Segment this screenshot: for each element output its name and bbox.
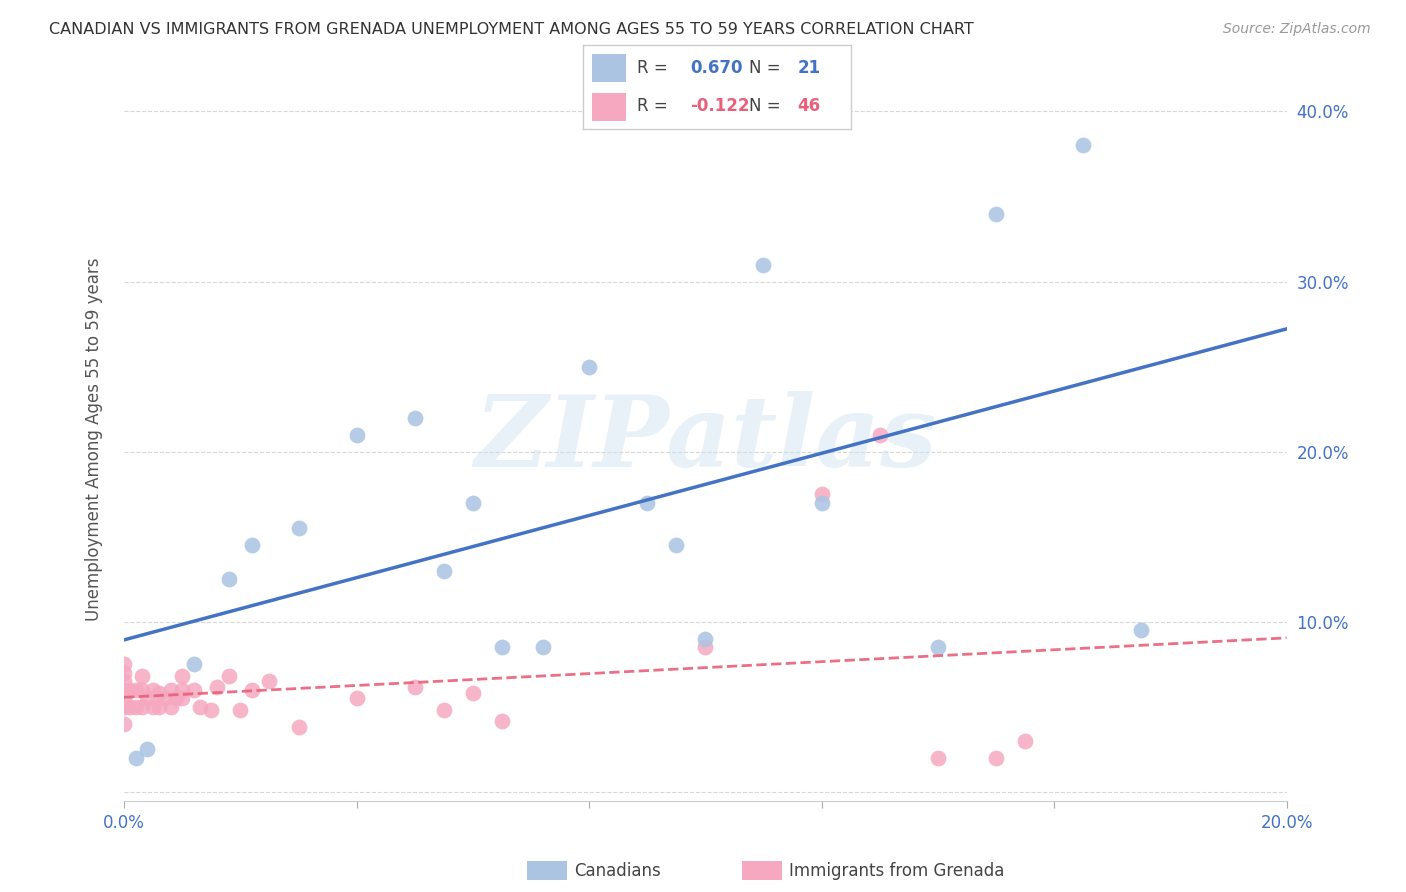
Point — [118, 700, 141, 714]
Point — [131, 669, 153, 683]
Point — [433, 564, 456, 578]
Point — [148, 700, 170, 714]
Point — [172, 669, 194, 683]
Point — [112, 682, 135, 697]
Point — [1130, 624, 1153, 638]
Point — [125, 682, 148, 697]
Point — [491, 714, 513, 728]
Point — [1071, 138, 1094, 153]
Text: Immigrants from Grenada: Immigrants from Grenada — [789, 862, 1004, 880]
Point — [259, 674, 281, 689]
Point — [112, 691, 135, 706]
Point — [125, 700, 148, 714]
Point — [172, 691, 194, 706]
Point — [118, 682, 141, 697]
Text: -0.122: -0.122 — [690, 96, 749, 114]
Text: Source: ZipAtlas.com: Source: ZipAtlas.com — [1223, 22, 1371, 37]
Point — [159, 682, 181, 697]
Text: 21: 21 — [797, 60, 820, 78]
Point — [183, 682, 205, 697]
Point — [869, 427, 891, 442]
Point — [183, 657, 205, 672]
FancyBboxPatch shape — [592, 54, 626, 82]
Text: CANADIAN VS IMMIGRANTS FROM GRENADA UNEMPLOYMENT AMONG AGES 55 TO 59 YEARS CORRE: CANADIAN VS IMMIGRANTS FROM GRENADA UNEM… — [49, 22, 974, 37]
Point — [695, 640, 717, 655]
Point — [205, 680, 228, 694]
Point — [229, 703, 252, 717]
Point — [125, 751, 148, 765]
Point — [112, 700, 135, 714]
Point — [136, 742, 159, 756]
Point — [404, 410, 426, 425]
Point — [112, 717, 135, 731]
Text: R =: R = — [637, 96, 673, 114]
Point — [461, 686, 484, 700]
Point — [188, 700, 211, 714]
Point — [131, 700, 153, 714]
Point — [218, 572, 240, 586]
Point — [927, 640, 949, 655]
Point — [984, 751, 1007, 765]
Point — [531, 640, 554, 655]
Point — [984, 206, 1007, 220]
Point — [636, 496, 658, 510]
Point — [752, 258, 775, 272]
Point — [491, 640, 513, 655]
Point — [112, 674, 135, 689]
Point — [404, 680, 426, 694]
Point — [287, 720, 309, 734]
Point — [927, 751, 949, 765]
Point — [142, 700, 165, 714]
Point — [153, 691, 176, 706]
Point — [578, 359, 600, 374]
Point — [112, 665, 135, 680]
Text: R =: R = — [637, 60, 673, 78]
Point — [240, 538, 263, 552]
Point — [165, 691, 187, 706]
Point — [665, 538, 688, 552]
Point — [1014, 734, 1036, 748]
Point — [112, 657, 135, 672]
Y-axis label: Unemployment Among Ages 55 to 59 years: Unemployment Among Ages 55 to 59 years — [86, 257, 103, 621]
Point — [461, 496, 484, 510]
Text: ZIPatlas: ZIPatlas — [474, 391, 936, 487]
Text: 46: 46 — [797, 96, 820, 114]
Point — [346, 691, 368, 706]
Text: 0.670: 0.670 — [690, 60, 742, 78]
Point — [810, 487, 832, 501]
Point — [159, 700, 181, 714]
Text: N =: N = — [749, 60, 786, 78]
Point — [346, 427, 368, 442]
Point — [142, 682, 165, 697]
Point — [148, 686, 170, 700]
Point — [136, 691, 159, 706]
FancyBboxPatch shape — [592, 93, 626, 120]
Point — [287, 521, 309, 535]
Point — [810, 496, 832, 510]
Point — [172, 682, 194, 697]
Text: Canadians: Canadians — [574, 862, 661, 880]
Point — [200, 703, 222, 717]
Point — [240, 682, 263, 697]
Text: N =: N = — [749, 96, 786, 114]
Point — [218, 669, 240, 683]
Point — [433, 703, 456, 717]
Point — [695, 632, 717, 646]
Point — [131, 682, 153, 697]
